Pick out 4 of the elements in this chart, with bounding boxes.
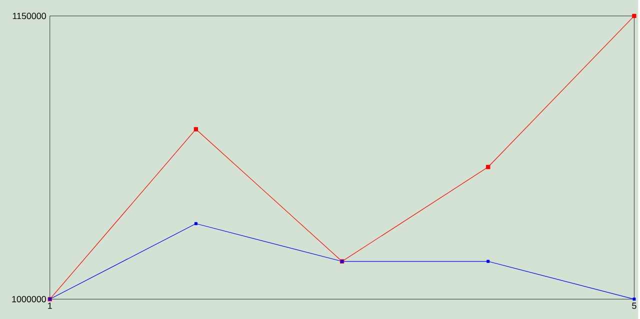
- y-tick-label: 1000000: [12, 296, 46, 302]
- y-tick-label: 1150000: [12, 12, 46, 20]
- x-tick-label: 1: [48, 302, 52, 309]
- x-tick-label: 5: [632, 302, 636, 309]
